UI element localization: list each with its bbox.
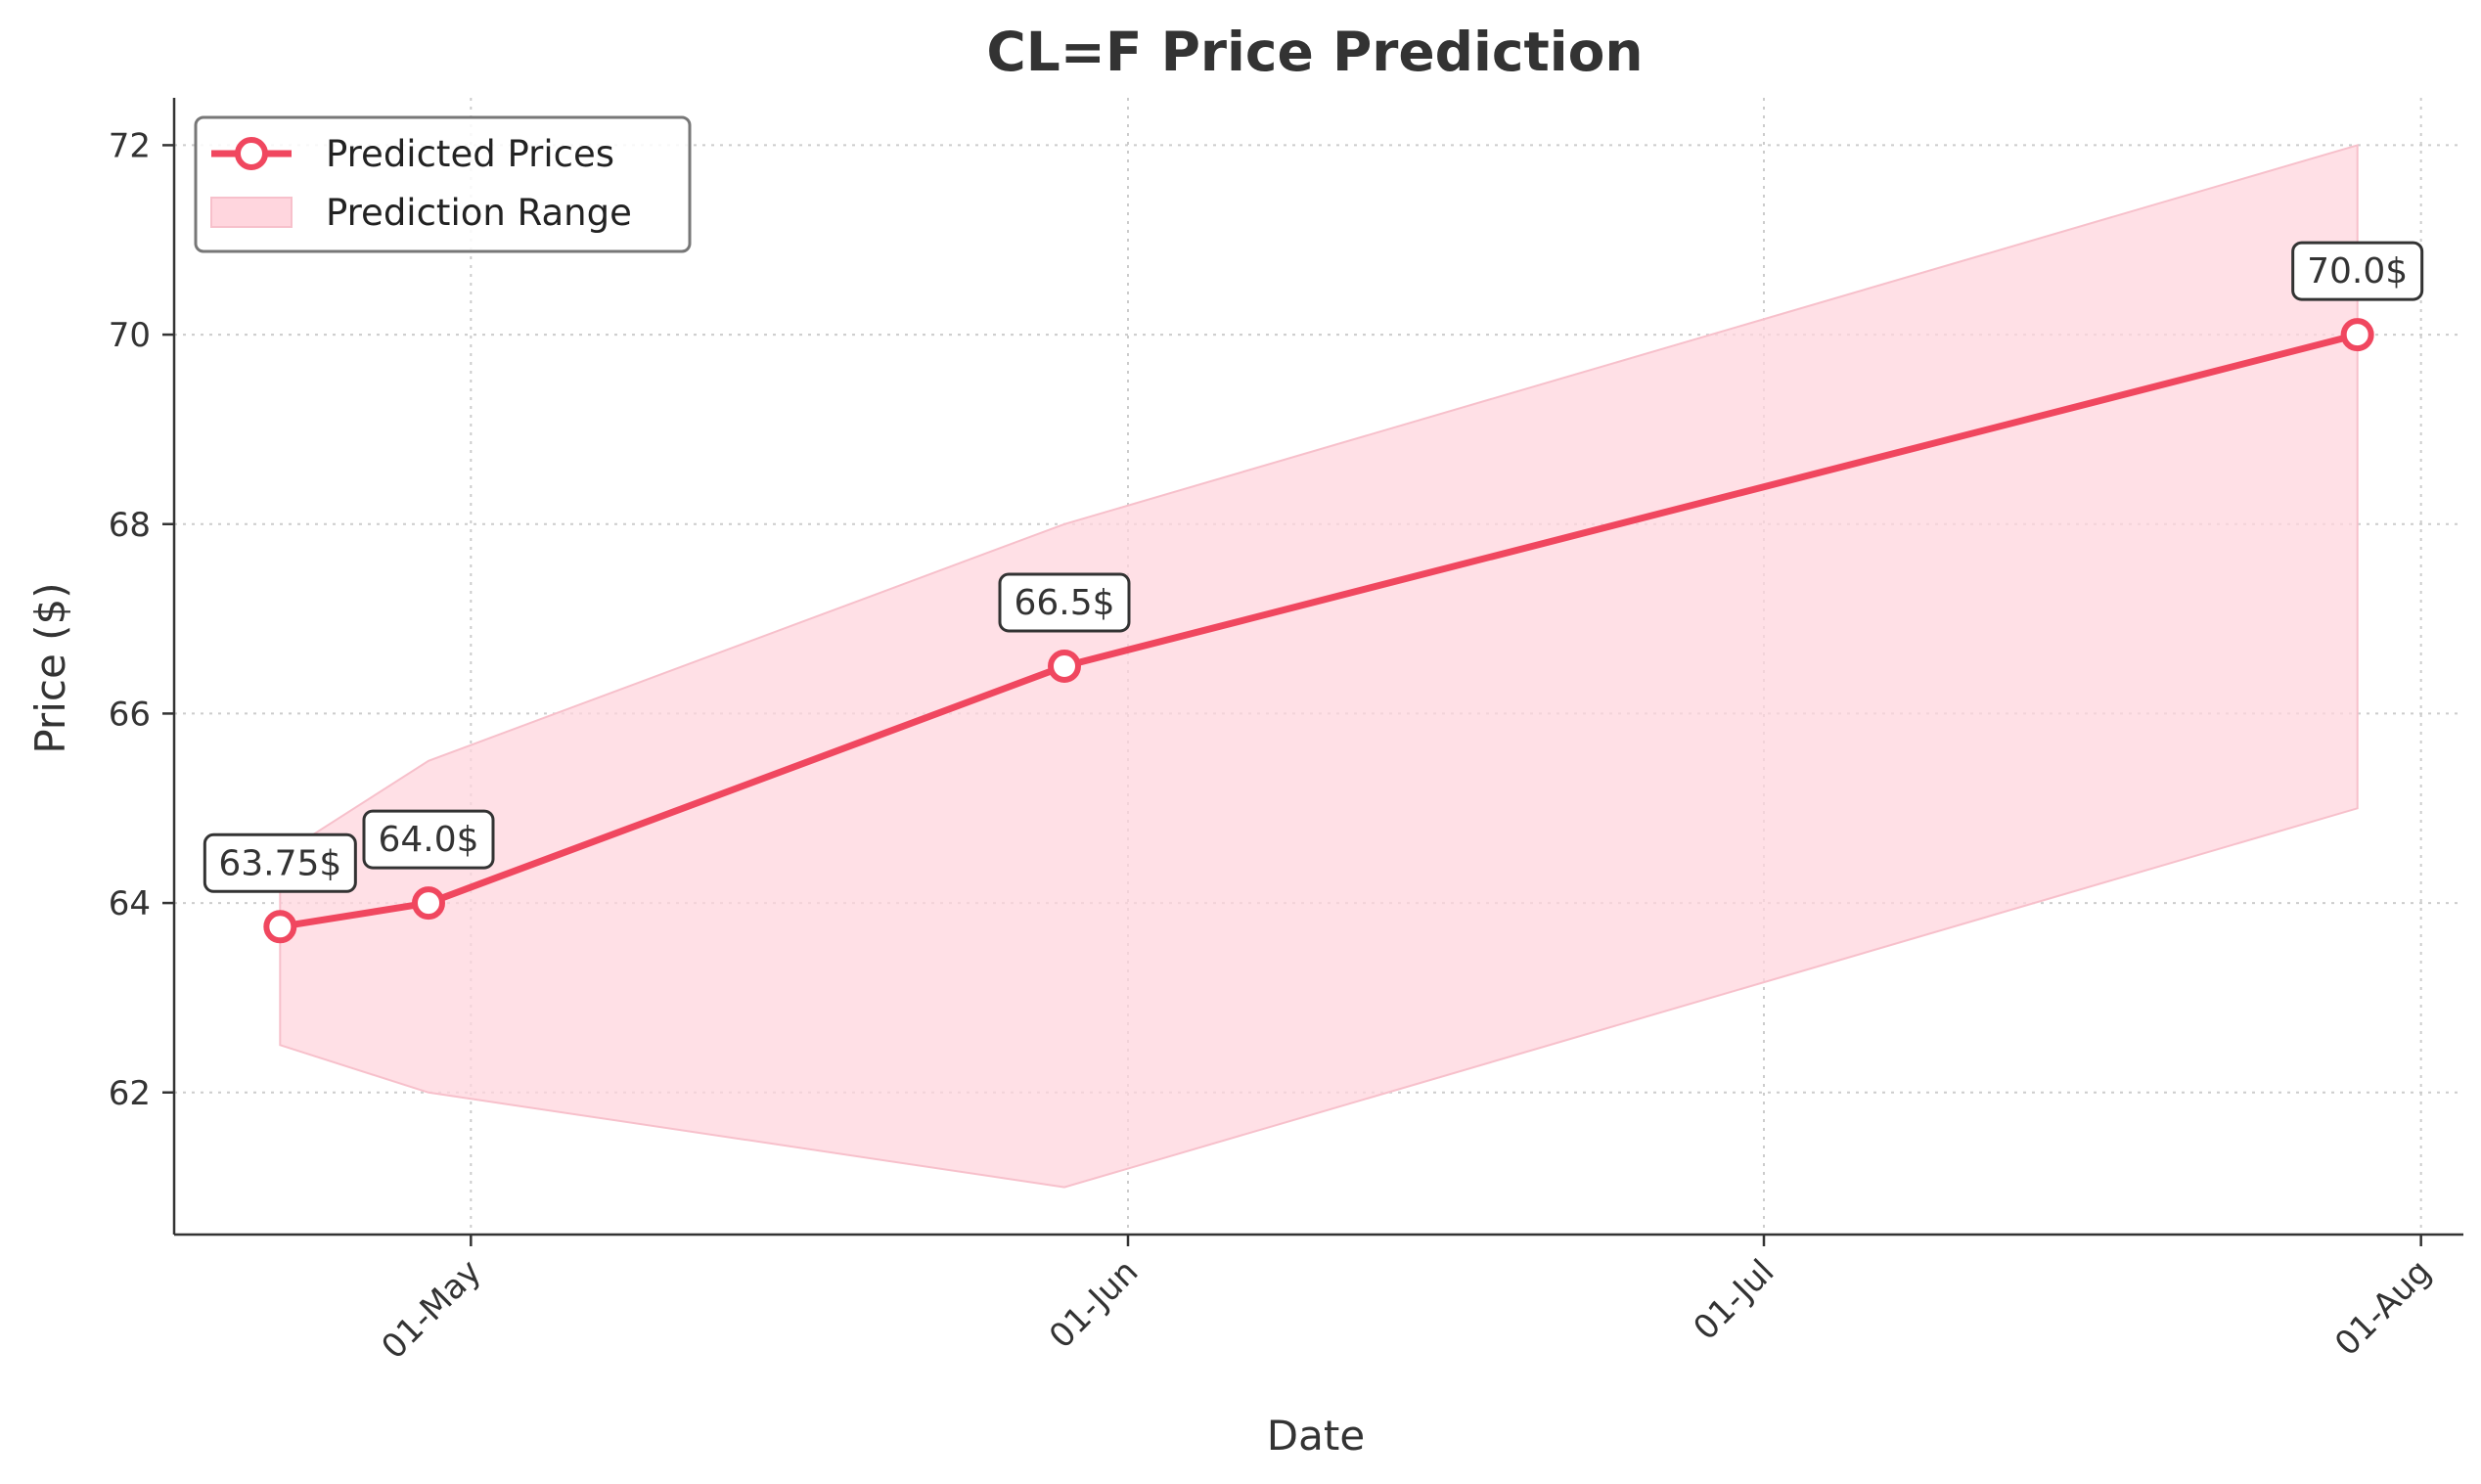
prediction-range-polygon — [279, 144, 2359, 1189]
y-axis-label: Price ($) — [26, 582, 74, 753]
legend: Predicted Prices Prediction Range — [194, 115, 692, 253]
data-label: 63.75$ — [218, 843, 341, 883]
prediction-range-area — [279, 144, 2359, 1189]
legend-marker-swatch — [235, 137, 268, 170]
axes — [162, 98, 2463, 1246]
x-tick-label: 01-May — [374, 1252, 488, 1367]
x-axis-label: Date — [1267, 1412, 1365, 1460]
legend-box — [194, 115, 692, 253]
data-point-marker — [2340, 318, 2374, 352]
chart-title: CL=F Price Prediction — [986, 21, 1643, 83]
x-tick-label: 01-Jul — [1686, 1252, 1782, 1348]
data-labels: 63.75$ 64.0$ 66.5$ 70.0$ — [203, 241, 2424, 893]
data-point-marker — [412, 886, 445, 921]
y-tick-label: 70 — [109, 316, 151, 355]
data-label: 70.0$ — [2307, 251, 2408, 292]
predicted-prices-line — [276, 331, 2362, 930]
x-tick-labels: 01-May 01-Jun 01-Jul 01-Aug — [374, 1252, 2439, 1367]
data-label-box — [2291, 241, 2424, 301]
data-point-marker — [1048, 650, 1081, 683]
data-point-marker — [263, 910, 297, 944]
y-tick-label: 64 — [109, 884, 151, 923]
data-markers — [263, 318, 2374, 944]
y-tick-labels: 62 64 66 68 70 72 — [109, 126, 151, 1112]
data-label: 66.5$ — [1014, 583, 1114, 623]
y-tick-label: 72 — [109, 126, 151, 165]
legend-label-predicted-prices: Predicted Prices — [326, 133, 614, 175]
y-tick-label: 68 — [109, 506, 151, 545]
data-label-box — [362, 809, 495, 870]
data-label-box — [998, 572, 1131, 633]
y-tick-label: 62 — [109, 1074, 151, 1113]
x-tick-label: 01-Aug — [2327, 1252, 2439, 1364]
legend-range-swatch — [210, 197, 293, 228]
data-label-box — [203, 832, 357, 893]
legend-label-prediction-range: Prediction Range — [326, 192, 632, 234]
x-tick-label: 01-Jun — [1042, 1252, 1146, 1356]
data-label: 64.0$ — [378, 820, 478, 860]
y-tick-label: 66 — [109, 695, 151, 734]
predicted-prices-polyline — [276, 331, 2362, 930]
